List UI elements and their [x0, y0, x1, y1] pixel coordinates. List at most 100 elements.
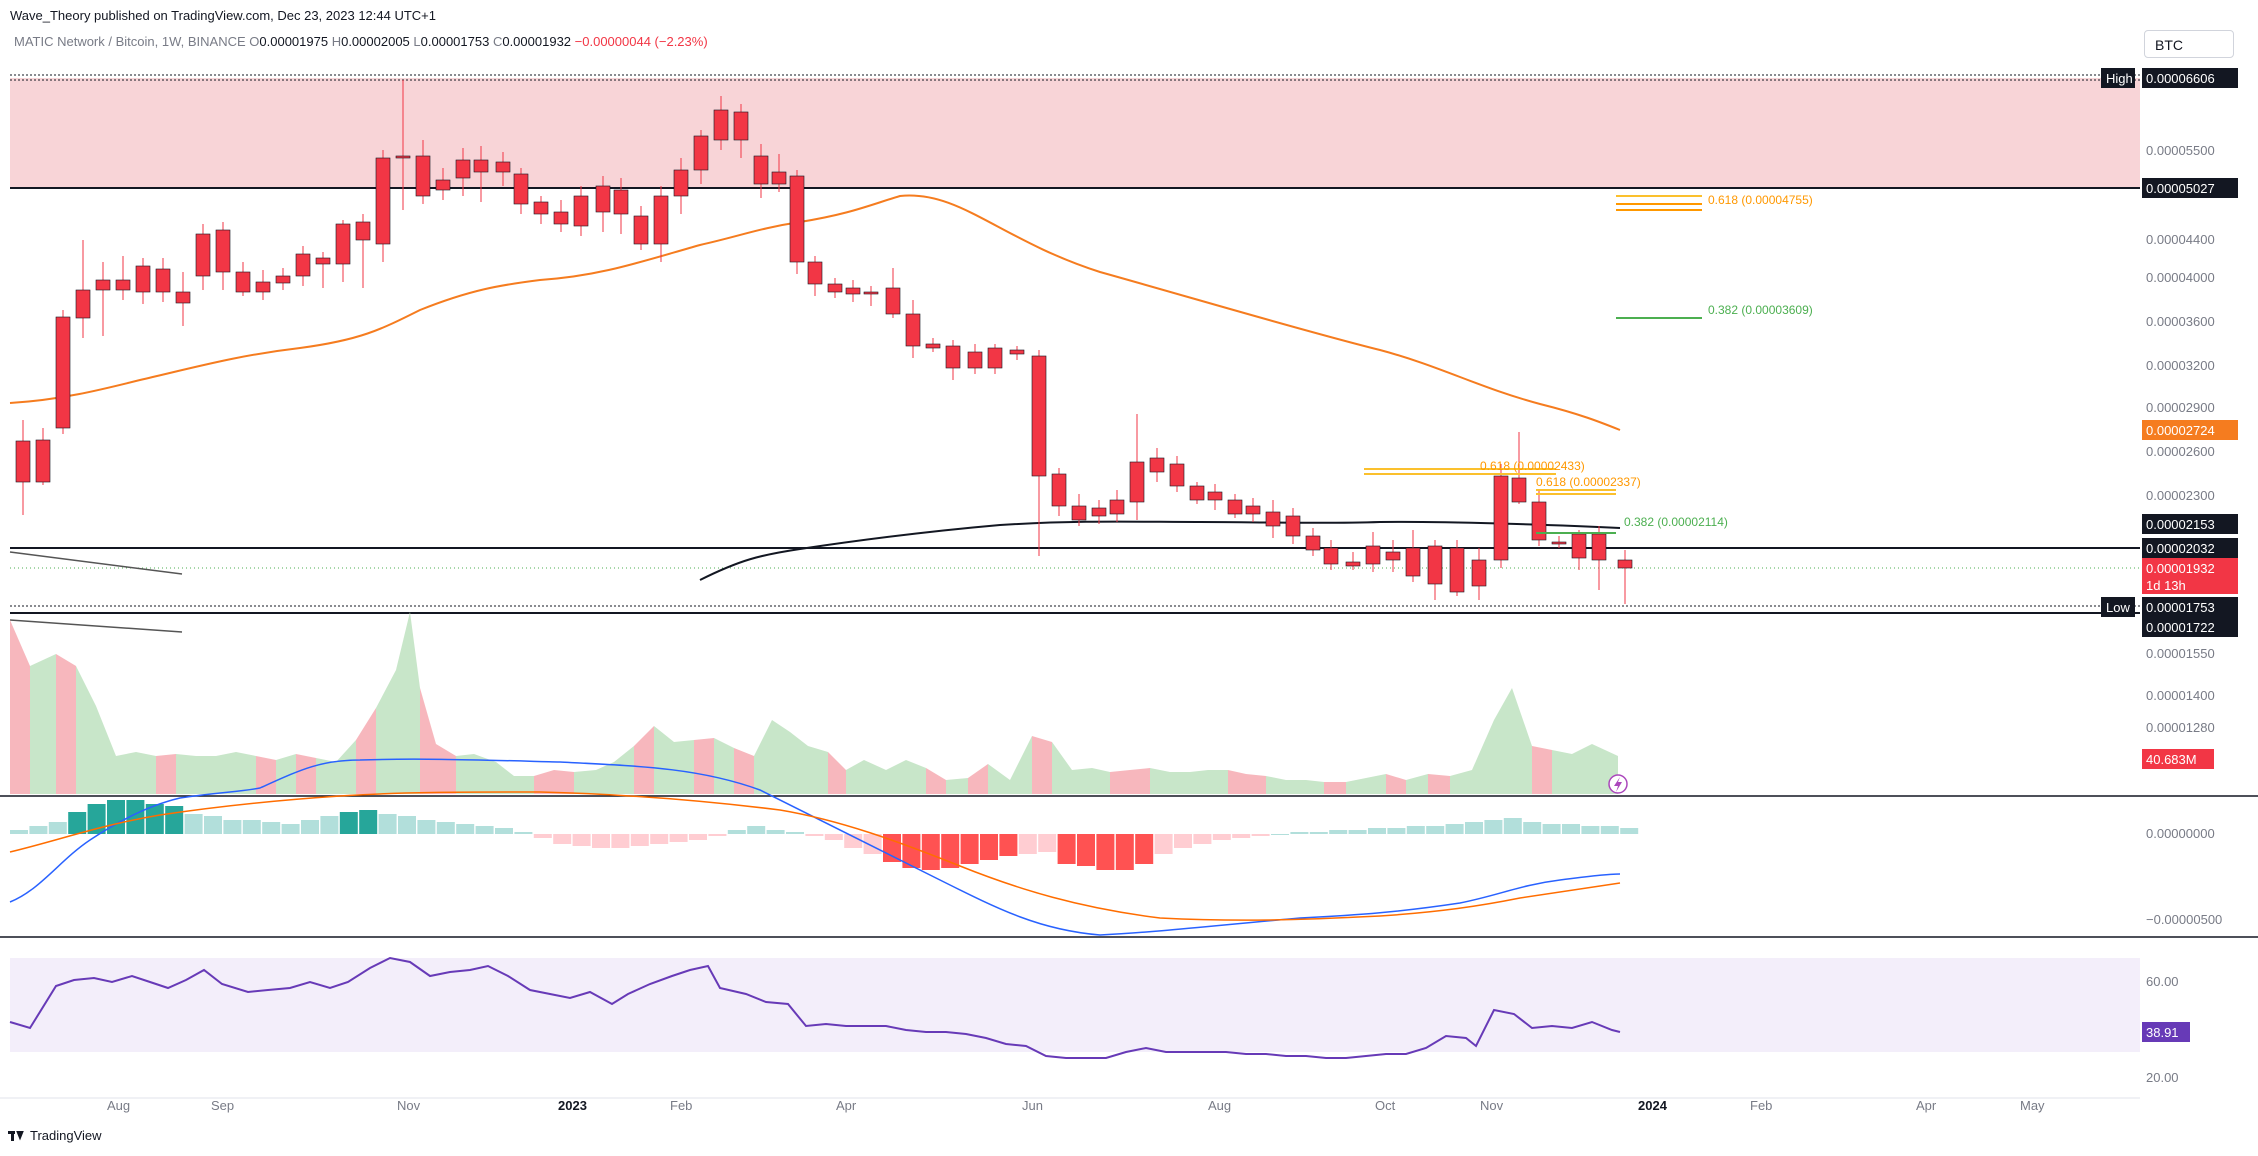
- macd-bar: [1174, 834, 1192, 848]
- macd-tick: −0.00000500: [2146, 912, 2222, 927]
- candle-body: [415, 155, 431, 197]
- currency-button[interactable]: BTC: [2144, 30, 2234, 58]
- volume-segment: [216, 752, 236, 794]
- candle-body: [495, 161, 511, 173]
- volume-segment: [514, 776, 534, 794]
- candle-body: [1427, 545, 1443, 585]
- macd-bar: [1445, 824, 1464, 834]
- candle-body: [235, 271, 251, 293]
- candle-body: [395, 155, 411, 159]
- volume-segment: [828, 752, 846, 794]
- volume-segment: [1190, 770, 1208, 794]
- macd-bar: [87, 804, 106, 834]
- volume-value: 40.683M: [2146, 752, 2197, 767]
- candle-body: [945, 345, 961, 369]
- volume-segment: [772, 720, 790, 794]
- time-axis[interactable]: Aug Sep Nov 2023 Feb Apr Jun Aug Oct Nov…: [107, 1098, 2045, 1113]
- volume-segment: [1572, 744, 1592, 794]
- volume-segment: [1266, 776, 1286, 794]
- candle-body: [1345, 561, 1361, 567]
- time-label: Nov: [1480, 1098, 1504, 1113]
- time-label: 2024: [1638, 1098, 1668, 1113]
- macd-bar: [1135, 834, 1154, 864]
- time-label: 2023: [558, 1098, 587, 1113]
- volume-segment: [1494, 688, 1512, 794]
- macd-bar: [1018, 834, 1037, 854]
- macd-bar: [1426, 826, 1445, 834]
- fib-618-upper-label: 0.618 (0.00004755): [1708, 193, 1813, 207]
- price-tick: 0.00003200: [2146, 358, 2215, 373]
- volume-segment: [886, 760, 906, 794]
- volume-segment: [256, 756, 276, 794]
- time-label: Aug: [1208, 1098, 1231, 1113]
- macd-bar: [708, 834, 727, 836]
- candle-body: [175, 291, 191, 304]
- volume-segment: [674, 740, 694, 794]
- candle-body: [255, 281, 271, 293]
- volume-segment: [1366, 774, 1386, 794]
- candle-body: [633, 215, 649, 245]
- macd-bar: [107, 800, 125, 834]
- candle-body: [1385, 551, 1401, 561]
- volume-segment: [1532, 746, 1552, 794]
- macd-bar: [747, 826, 766, 834]
- candle-body: [1109, 499, 1125, 515]
- change-value: −0.00000044 (−2.23%): [574, 34, 708, 49]
- symbol-legend[interactable]: MATIC Network / Bitcoin, 1W, BINANCE O0.…: [14, 34, 708, 49]
- volume-segment: [1092, 768, 1110, 794]
- candlestick-series: [15, 80, 1633, 604]
- low-label: Low: [2106, 600, 2130, 615]
- macd-bar: [786, 832, 804, 834]
- volume-segment: [410, 612, 420, 794]
- candle-body: [967, 351, 983, 369]
- price-tick: 0.00005500: [2146, 143, 2215, 158]
- volume-segment: [436, 744, 456, 794]
- macd-bar: [902, 834, 921, 868]
- volume-segment: [1386, 774, 1406, 794]
- volume-segment: [496, 762, 514, 794]
- rsi-value: 38.91: [2146, 1025, 2179, 1040]
- volume-segment: [420, 688, 436, 794]
- ema-value: 0.00002724: [2146, 423, 2215, 438]
- macd-bar: [204, 816, 222, 834]
- volume-segment: [116, 752, 136, 794]
- last-price-value: 0.00001932: [2146, 561, 2215, 576]
- price-axis[interactable]: 0.00005500 0.00004400 0.00004000 0.00003…: [2146, 143, 2222, 1085]
- volume-series: [10, 612, 1618, 794]
- macd-bar: [1581, 826, 1600, 834]
- low-label: L: [413, 34, 421, 49]
- candle-body: [533, 201, 549, 215]
- volume-segment: [1324, 782, 1346, 794]
- candle-body: [1305, 535, 1321, 551]
- macd-bar: [630, 834, 649, 846]
- volume-segment: [1512, 688, 1532, 794]
- macd-bar: [1251, 834, 1270, 836]
- lightning-icon[interactable]: [1608, 774, 1628, 794]
- volume-segment: [10, 620, 30, 794]
- candle-body: [807, 261, 823, 285]
- candle-body: [885, 287, 901, 315]
- volume-segment: [1032, 736, 1052, 794]
- macd-bar: [727, 830, 746, 834]
- macd-bar: [980, 834, 998, 860]
- candle-body: [827, 283, 843, 293]
- trendline: [9, 551, 183, 575]
- candle-body: [1571, 533, 1587, 559]
- volume-segment: [1150, 768, 1170, 794]
- rsi-line: [9, 956, 1621, 1059]
- volume-segment: [30, 654, 56, 794]
- macd-bar: [863, 834, 882, 854]
- volume-segment: [96, 706, 116, 794]
- macd-bar: [883, 834, 901, 862]
- candle-body: [1149, 457, 1165, 473]
- macd-bar: [223, 820, 242, 834]
- high-value: 0.00006606: [2146, 71, 2215, 86]
- candle-body: [1245, 505, 1261, 515]
- low-value: 0.00001753: [2146, 600, 2215, 615]
- volume-segment: [56, 654, 76, 794]
- tradingview-footer[interactable]: TradingView: [8, 1128, 102, 1143]
- volume-segment: [1450, 770, 1472, 794]
- volume-segment: [474, 754, 496, 794]
- macd-bar: [398, 816, 416, 834]
